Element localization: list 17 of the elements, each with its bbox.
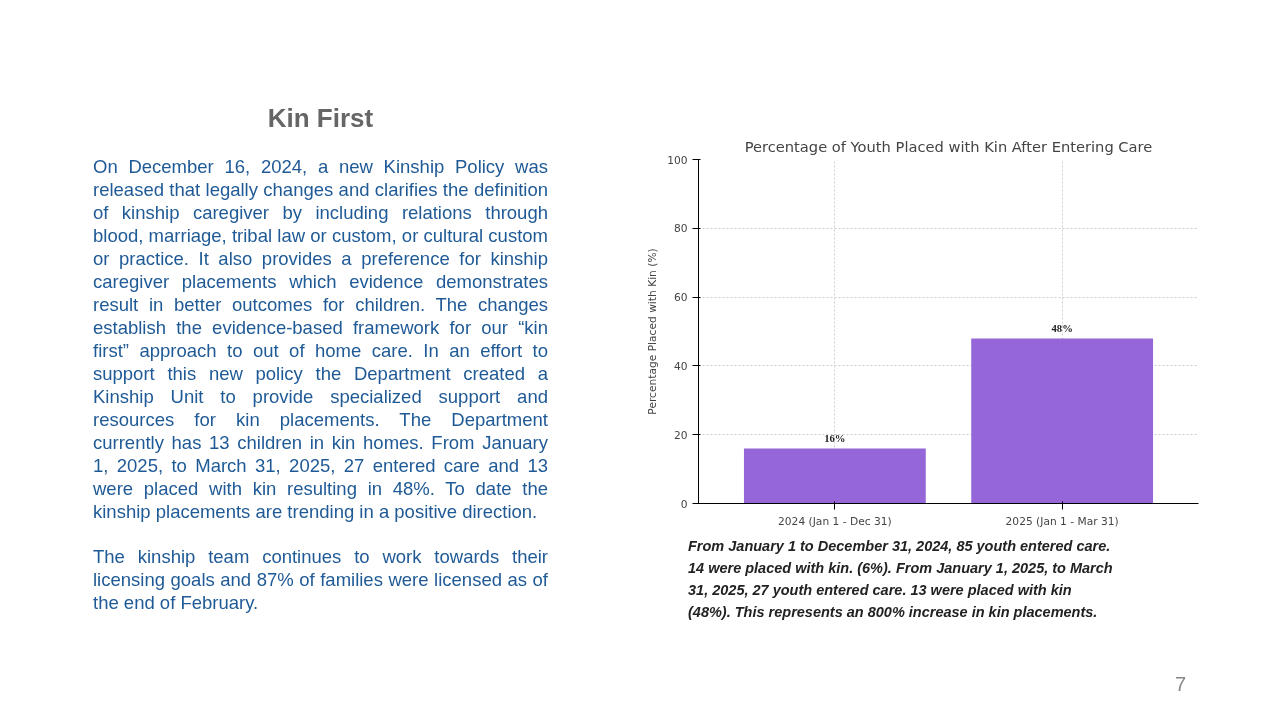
data-label: 48% xyxy=(1051,323,1073,335)
x-tick-label: 2024 (Jan 1 - Dec 31) xyxy=(778,514,892,528)
y-tick-label: 100 xyxy=(667,153,688,167)
chart-title: Percentage of Youth Placed with Kin After Entering Care xyxy=(744,137,1153,155)
data-label: 16% xyxy=(824,433,846,445)
x-tick-label: 2025 (Jan 1 - Mar 31) xyxy=(1005,514,1119,528)
text: The kinship team continues to work towards their licensing goals and 87% of families were licensed as of the end of February. xyxy=(93,545,548,615)
y-tick-label: 60 xyxy=(673,291,688,305)
y-tick-label: 80 xyxy=(673,222,688,236)
y-axis-title: Percentage Placed with Kin (%) xyxy=(646,248,660,415)
y-tick-label: 20 xyxy=(673,428,688,442)
y-tick-label: 40 xyxy=(673,359,688,373)
text: From January 1 to December 31, 2024, 85 youth entered care. 14 were placed with kin. (6%). From January 1, 2025, to March 31, 2025, 27 youth entered care. 13 were placed with kin (48%). This represents an 800% increase in kin placements. xyxy=(688,537,1114,622)
y-tick-label: 0 xyxy=(680,497,688,511)
text: On December 16, 2024, a new Kinship Policy was released that legally changes and clarifies the definition of kinship caregiver by including relations through blood, marriage, tribal law or custom, or cultural custom or practice. It also provides a preference for kinship caregiver placements which evidence demonstrates result in better outcomes for children. The changes establish the evidence-based framework for our “kin first” approach to out of home care. In an effort to support this new policy the Department created a Kinship Unit to provide specialized support and resources for kin placements. The Department currently has 13 children in kin homes. From January 1, 2025, to March 31, 2025, 27 entered care and 13 were placed with kin resulting in 48%. To date the kinship placements are trending in a positive direction. xyxy=(93,156,548,523)
text: Kin First xyxy=(266,102,375,135)
text: 7 xyxy=(1175,672,1187,697)
